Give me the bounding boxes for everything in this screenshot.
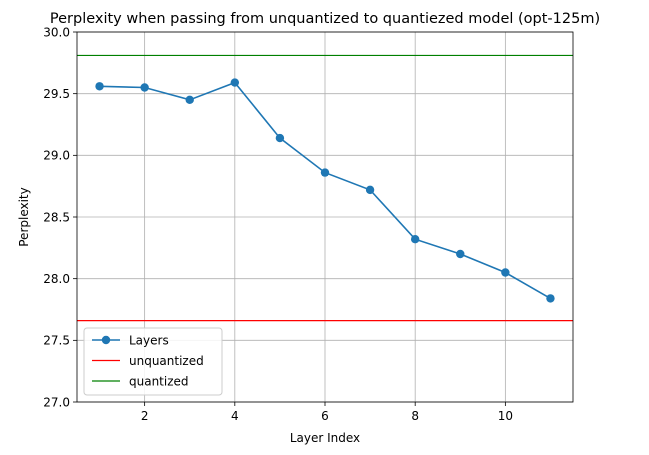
chart-title: Perplexity when passing from unquantized…	[50, 11, 600, 27]
legend-label: quantized	[129, 374, 189, 388]
data-point	[365, 185, 375, 195]
data-point	[320, 168, 330, 177]
x-tick-label: 10	[498, 409, 513, 423]
data-point	[140, 83, 149, 92]
y-tick-label: 29.0	[43, 149, 70, 163]
series-layer	[95, 78, 555, 303]
legend-box	[83, 327, 223, 396]
y-tick-label: 28.5	[43, 210, 70, 224]
y-tick-label: 28.0	[43, 272, 70, 286]
data-point	[95, 82, 104, 91]
legend-label: unquantized	[129, 354, 204, 368]
y-tick-label: 27.5	[43, 334, 70, 348]
data-point	[230, 78, 240, 87]
y-tick-label: 27.0	[43, 395, 70, 409]
data-point	[275, 133, 285, 143]
x-tick-label: 8	[411, 409, 419, 423]
x-tick-label: 6	[321, 409, 329, 423]
ticks: 2 4 6 8 10 27.0 27.5 28.0 28.5 29.0 29.5 30.0	[43, 25, 513, 423]
data-point	[546, 294, 555, 303]
data-point	[456, 249, 465, 259]
reference-lines	[77, 54, 573, 322]
y-axis-label: Perplexity	[17, 187, 31, 247]
x-tick-label: 2	[141, 409, 149, 423]
data-point	[501, 268, 510, 277]
legend-label: Layers	[129, 333, 169, 347]
legend-marker	[101, 335, 111, 345]
legend: Layers unquantized quantized	[83, 327, 223, 396]
x-tick-label: 4	[231, 409, 239, 423]
y-tick-label: 29.5	[43, 87, 70, 101]
x-axis-label: Layer Index	[290, 431, 360, 445]
y-tick-label: 30.0	[43, 25, 70, 39]
data-point	[185, 95, 194, 105]
data-point	[410, 235, 420, 244]
